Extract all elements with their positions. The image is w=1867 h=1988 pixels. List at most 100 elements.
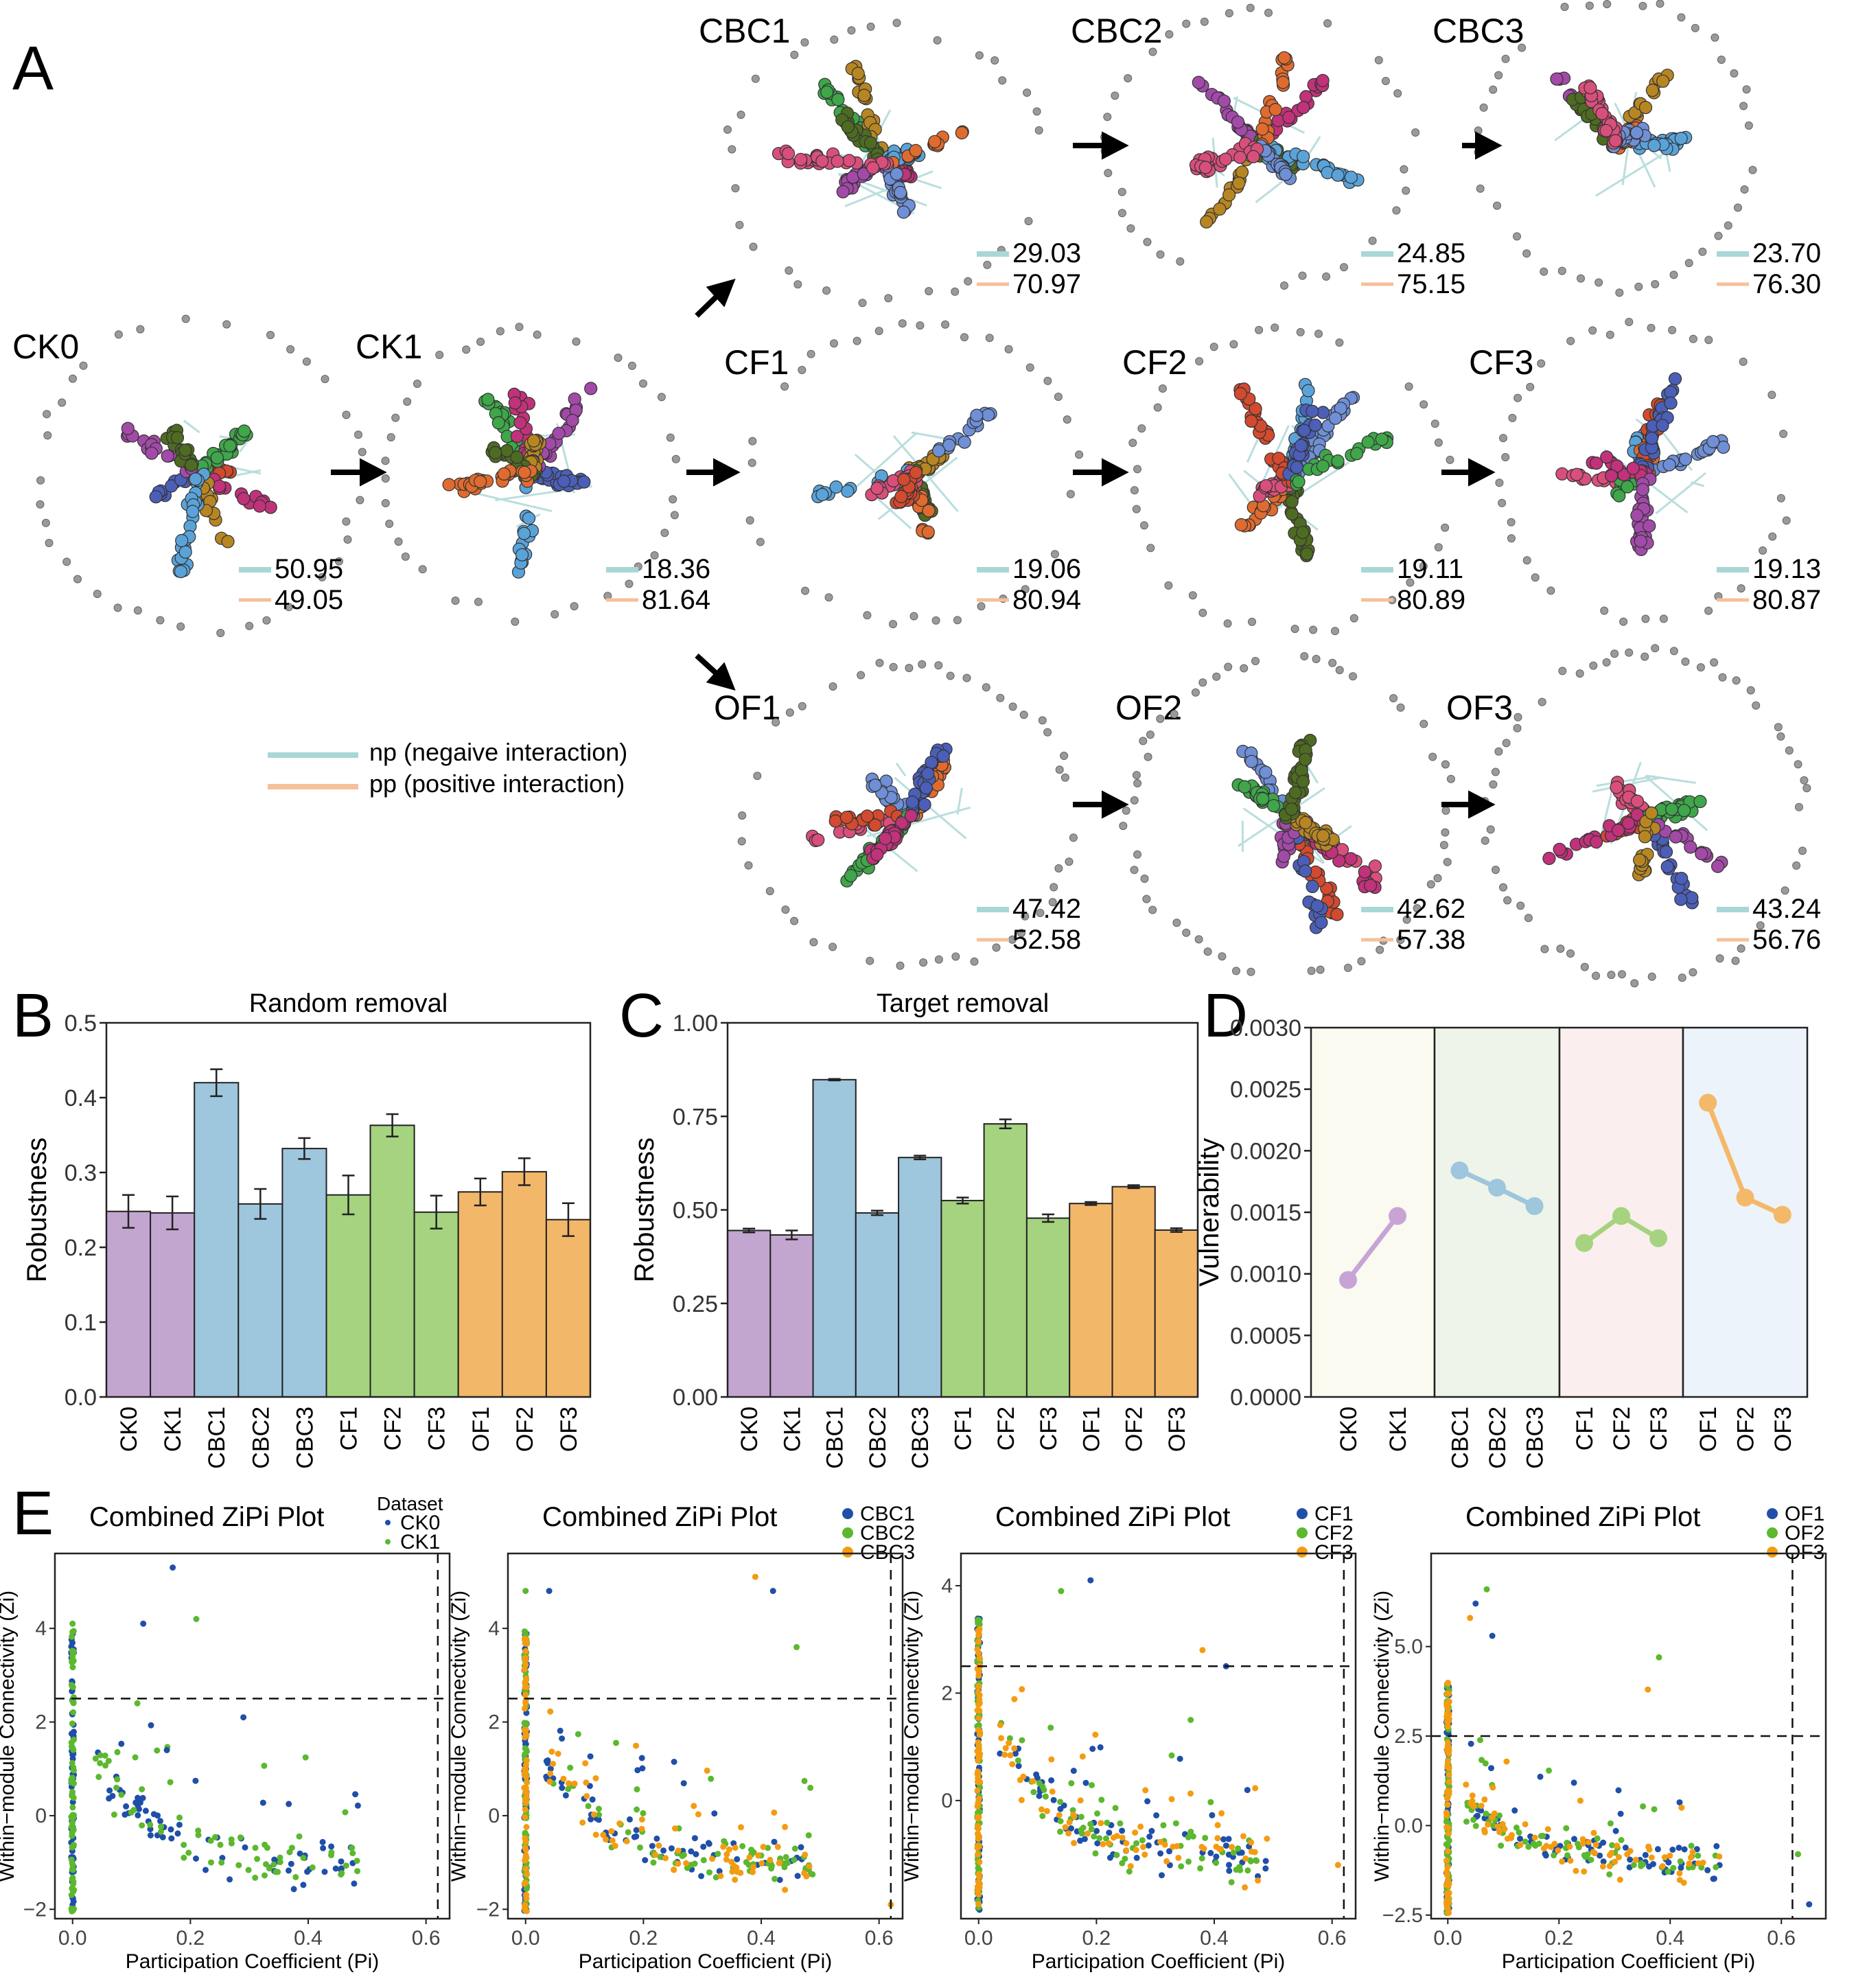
node-point <box>1056 1812 1063 1818</box>
module-node <box>1292 475 1306 489</box>
y-tick-label: 0.0030 <box>1230 1015 1301 1041</box>
node-point <box>595 1805 602 1812</box>
node-point <box>69 1664 76 1671</box>
isolated-node <box>262 616 271 625</box>
node-point <box>680 1780 687 1787</box>
node-point <box>328 1843 335 1850</box>
module-node <box>846 170 860 184</box>
module-node <box>1669 830 1682 844</box>
isolated-node <box>772 718 780 727</box>
isolated-node <box>93 590 102 599</box>
isolated-node <box>1229 340 1238 349</box>
node-point <box>118 1740 125 1747</box>
module-node <box>474 474 487 489</box>
node-point <box>781 1864 788 1871</box>
x-tick-label: 0.2 <box>1544 1927 1573 1950</box>
node-point <box>1496 1812 1503 1819</box>
isolated-node <box>735 220 744 229</box>
node-point <box>1049 1788 1056 1795</box>
node-point <box>723 1856 730 1863</box>
node-point <box>1142 1787 1149 1794</box>
node-point <box>794 1873 801 1880</box>
isolated-node <box>1704 606 1713 615</box>
isolated-node <box>1603 0 1612 8</box>
node-point <box>1469 1792 1476 1799</box>
node-point <box>69 1639 76 1646</box>
isolated-node <box>245 621 254 630</box>
isolated-node <box>747 459 756 467</box>
isolated-node <box>1025 363 1034 372</box>
node-point <box>1030 1778 1036 1785</box>
bar-ck1 <box>769 1234 814 1398</box>
node-point <box>700 1843 707 1850</box>
hub-point <box>170 1564 176 1571</box>
x-tick-label: CK0 <box>737 1407 763 1452</box>
node-point <box>114 1776 121 1783</box>
isolated-node <box>1441 806 1450 815</box>
isolated-node <box>790 916 799 925</box>
isolated-node <box>69 374 77 383</box>
module-node <box>1259 765 1273 779</box>
node-point <box>723 1851 730 1858</box>
node-point <box>683 1860 690 1866</box>
scatter-points <box>1443 1586 1813 1917</box>
node-point <box>1508 1831 1515 1838</box>
isolated-node <box>853 336 861 345</box>
error-bar <box>914 1155 927 1161</box>
scatter-points <box>68 1564 361 1915</box>
isolated-node <box>800 38 809 47</box>
isolated-node <box>342 411 351 419</box>
isolated-node <box>1133 850 1141 859</box>
y-axis-label: Within−module Connectivity (Zi) <box>1371 1591 1393 1882</box>
isolated-node <box>1433 874 1442 883</box>
node-point <box>259 1799 266 1806</box>
error-bar <box>1170 1227 1183 1233</box>
x-tick-label: CBC2 <box>865 1407 891 1469</box>
y-tick-label: 0.0010 <box>1230 1262 1301 1288</box>
node-point <box>1676 1870 1683 1877</box>
node-point <box>1474 1812 1481 1819</box>
x-tick-label: CBC3 <box>292 1407 318 1469</box>
module-node <box>860 809 874 823</box>
node-point <box>1157 1838 1163 1845</box>
module-node <box>1610 459 1624 473</box>
module-node <box>1361 435 1375 449</box>
pp-value: 80.87 <box>1752 585 1821 615</box>
node-point <box>1159 1872 1165 1879</box>
legend-label: CK0 <box>400 1512 440 1534</box>
isolated-node <box>1546 586 1555 595</box>
panel-a: A CK050.9549.05CK118.3681.64CBC129.0370.… <box>12 0 1821 988</box>
y-tick-label: 0.4 <box>65 1085 97 1111</box>
isolated-node <box>1188 591 1197 600</box>
node-point <box>1048 1756 1055 1763</box>
node-point <box>1713 1864 1719 1871</box>
module-node <box>1332 854 1346 868</box>
node-point <box>1443 1868 1450 1875</box>
node-point <box>139 1786 146 1792</box>
node-point <box>1654 1846 1661 1853</box>
node-point <box>1117 1820 1124 1827</box>
isolated-node <box>1225 9 1233 18</box>
module-node <box>510 450 524 464</box>
module-cluster <box>442 464 538 498</box>
node-point <box>976 1655 983 1662</box>
network-label: CK0 <box>12 327 79 366</box>
node-point <box>148 1722 154 1729</box>
bar-cbc3 <box>898 1157 942 1398</box>
node-point <box>1077 1837 1084 1844</box>
isolated-node <box>1158 384 1167 393</box>
node-point <box>1443 1824 1450 1831</box>
node-point <box>746 1854 753 1861</box>
isolated-node <box>1681 657 1690 666</box>
isolated-node <box>1251 657 1260 665</box>
isolated-node <box>1060 752 1069 760</box>
isolated-node <box>1514 393 1522 402</box>
module-node <box>918 798 931 811</box>
node-point <box>304 1869 311 1875</box>
node-point <box>1470 1816 1477 1823</box>
node-point <box>1230 1849 1237 1856</box>
edge-line <box>1228 473 1251 503</box>
module-node <box>1256 791 1270 806</box>
